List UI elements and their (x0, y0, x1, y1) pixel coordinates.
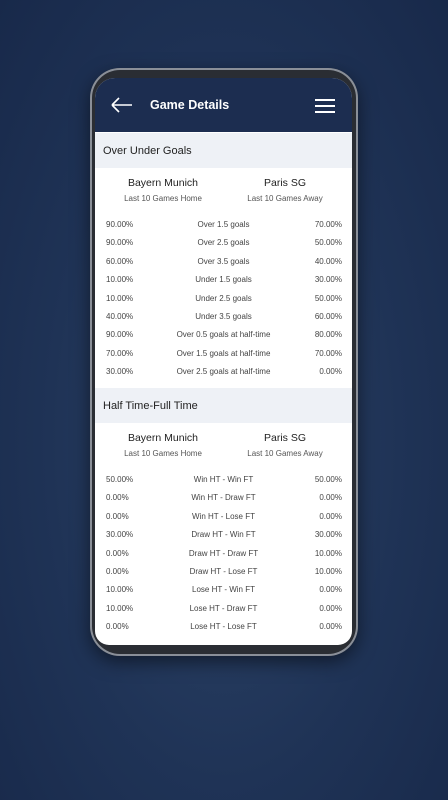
home-note: Last 10 Games Home (124, 449, 202, 458)
away-percent: 50.00% (314, 238, 342, 248)
stat-label: Lose HT - Draw FT (189, 603, 258, 613)
stat-label: Under 3.5 goals (195, 312, 252, 321)
home-percent: 10.00% (106, 293, 134, 303)
away-note: Last 10 Games Away (247, 194, 323, 203)
stat-label: Draw HT - Lose FT (189, 567, 258, 576)
home-percent: 90.00% (106, 330, 134, 340)
section-header: Half Time-Full Time (95, 388, 352, 423)
stat-label: Over 1.5 goals (197, 220, 250, 229)
stat-label: Win HT - Win FT (193, 475, 254, 484)
stat-label: Draw HT - Win FT (191, 530, 256, 540)
stat-label: Over 1.5 goals at half-time (176, 348, 271, 358)
away-percent: 80.00% (314, 330, 342, 340)
stat-label: Lose HT - Lose FT (190, 622, 257, 632)
away-team: Paris SG (263, 432, 306, 444)
stat-label: Lose HT - Win FT (192, 585, 255, 595)
away-percent: 40.00% (314, 256, 342, 266)
home-percent: 90.00% (106, 238, 134, 248)
home-percent: 30.00% (106, 530, 134, 540)
app-bar: Game Details (95, 78, 352, 132)
away-percent: 0.00% (319, 511, 342, 521)
away-team: Paris SG (263, 177, 306, 189)
away-percent: 70.00% (314, 348, 342, 358)
section-title: Over Under Goals (103, 145, 192, 157)
away-percent: 50.00% (314, 475, 342, 484)
stat-label: Over 2.5 goals at half-time (176, 367, 271, 377)
away-note: Last 10 Games Away (247, 449, 323, 458)
home-percent: 10.00% (106, 603, 134, 613)
away-percent: 0.00% (319, 622, 342, 632)
away-percent: 10.00% (314, 548, 342, 558)
home-percent: 0.00% (106, 567, 129, 576)
away-percent: 60.00% (314, 312, 342, 321)
menu-button[interactable] (315, 98, 337, 114)
stat-label: Win HT - Draw FT (191, 493, 256, 503)
back-button[interactable] (110, 96, 134, 114)
stat-label: Draw HT - Draw FT (188, 548, 259, 558)
away-percent: 10.00% (314, 567, 342, 576)
home-percent: 0.00% (106, 511, 129, 521)
home-percent: 10.00% (106, 275, 134, 285)
screen: Game Details Over Under Goals Bayern Muni… (95, 78, 352, 645)
home-percent: 40.00% (106, 312, 134, 321)
stat-label: Over 0.5 goals at half-time (176, 330, 271, 340)
home-percent: 30.00% (106, 367, 134, 377)
section-header: Over Under Goals (95, 133, 352, 168)
home-percent: 90.00% (106, 220, 134, 229)
away-percent: 0.00% (319, 367, 342, 377)
home-percent: 50.00% (106, 475, 134, 484)
home-percent: 10.00% (106, 585, 134, 595)
section-title: Half Time-Full Time (103, 400, 198, 412)
stat-label: Win HT - Lose FT (192, 511, 255, 521)
away-percent: 0.00% (319, 585, 342, 595)
stat-label: Over 3.5 goals (197, 256, 250, 266)
away-percent: 70.00% (314, 220, 342, 229)
screen-title: Game Details (150, 98, 230, 112)
stat-label: Under 1.5 goals (195, 275, 252, 285)
stat-label: Under 2.5 goals (195, 293, 252, 303)
home-percent: 0.00% (106, 493, 129, 503)
away-percent: 50.00% (314, 293, 342, 303)
away-percent: 30.00% (314, 530, 342, 540)
home-percent: 70.00% (106, 348, 134, 358)
home-percent: 60.00% (106, 256, 134, 266)
home-team: Bayern Munich (127, 177, 199, 189)
home-percent: 0.00% (106, 548, 129, 558)
away-percent: 0.00% (319, 603, 342, 613)
home-team: Bayern Munich (127, 432, 199, 444)
home-percent: 0.00% (106, 622, 129, 632)
home-note: Last 10 Games Home (124, 194, 202, 203)
away-percent: 30.00% (314, 275, 342, 285)
stat-label: Over 2.5 goals (197, 238, 250, 248)
away-percent: 0.00% (319, 493, 342, 503)
